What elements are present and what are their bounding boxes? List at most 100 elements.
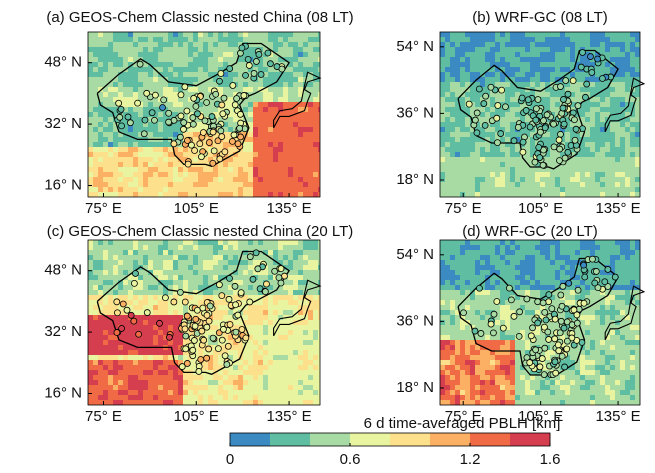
map-cell (475, 182, 480, 187)
map-cell (273, 310, 278, 315)
map-cell (460, 127, 465, 132)
map-cell (455, 350, 460, 355)
map-cell (263, 270, 268, 275)
map-cell (178, 280, 183, 285)
map-cell (218, 390, 223, 395)
map-cell (208, 250, 213, 255)
map-cell (575, 92, 580, 97)
map-cell (193, 270, 198, 275)
map-cell (565, 62, 570, 67)
map-cell (440, 67, 445, 72)
map-cell (153, 127, 158, 132)
map-cell (108, 32, 113, 37)
map-cell (218, 360, 223, 365)
map-cell (103, 177, 108, 182)
map-cell (263, 325, 268, 330)
map-cell (253, 87, 258, 92)
map-cell (600, 47, 605, 52)
map-cell (303, 245, 308, 250)
map-cell (455, 240, 460, 245)
map-cell (610, 132, 615, 137)
map-cell (625, 172, 630, 177)
map-cell (545, 187, 550, 192)
map-cell (178, 152, 183, 157)
map-cell (88, 42, 93, 47)
map-cell (545, 47, 550, 52)
map-cell (445, 62, 450, 67)
map-cell (620, 62, 625, 67)
map-cell (113, 147, 118, 152)
map-cell (585, 87, 590, 92)
map-cell (153, 147, 158, 152)
map-cell (123, 77, 128, 82)
map-cell (263, 37, 268, 42)
map-cell (228, 265, 233, 270)
map-cell (610, 137, 615, 142)
map-cell (510, 117, 515, 122)
map-cell (223, 260, 228, 265)
map-cell (178, 192, 183, 197)
map-cell (168, 62, 173, 67)
map-cell (233, 380, 238, 385)
map-cell (535, 77, 540, 82)
map-cell (148, 157, 153, 162)
map-cell (455, 325, 460, 330)
map-cell (188, 295, 193, 300)
map-cell (455, 122, 460, 127)
map-cell (490, 47, 495, 52)
map-cell (283, 37, 288, 42)
map-cell (153, 42, 158, 47)
map-cell (555, 37, 560, 42)
map-cell (238, 192, 243, 197)
map-cell (580, 182, 585, 187)
map-cell (198, 250, 203, 255)
map-cell (495, 167, 500, 172)
map-cell (455, 355, 460, 360)
map-cell (303, 355, 308, 360)
map-cell (550, 177, 555, 182)
map-cell (278, 375, 283, 380)
map-cell (103, 300, 108, 305)
map-cell (93, 142, 98, 147)
map-cell (293, 390, 298, 395)
map-cell (133, 162, 138, 167)
map-cell (223, 245, 228, 250)
station (232, 283, 238, 289)
map-cell (268, 177, 273, 182)
map-cell (308, 240, 313, 245)
map-cell (625, 177, 630, 182)
map-cell (515, 67, 520, 72)
y-tick-label: 32° N (44, 115, 82, 132)
map-cell (298, 67, 303, 72)
map-cell (580, 162, 585, 167)
map-cell (88, 152, 93, 157)
map-cell (208, 47, 213, 52)
map-cell (183, 240, 188, 245)
station (520, 149, 526, 155)
map-cell (118, 62, 123, 67)
map-cell (123, 162, 128, 167)
map-cell (545, 42, 550, 47)
map-cell (163, 370, 168, 375)
map-cell (178, 310, 183, 315)
map-cell (183, 52, 188, 57)
map-cell (268, 77, 273, 82)
map-cell (510, 52, 515, 57)
map-cell (308, 290, 313, 295)
map-cell (238, 172, 243, 177)
map-cell (303, 335, 308, 340)
map-cell (625, 42, 630, 47)
map-cell (133, 380, 138, 385)
map-cell (258, 32, 263, 37)
map-cell (293, 32, 298, 37)
map-cell (163, 172, 168, 177)
map-cell (500, 162, 505, 167)
map-cell (298, 355, 303, 360)
map-cell (158, 250, 163, 255)
map-cell (600, 177, 605, 182)
map-cell (530, 57, 535, 62)
map-cell (148, 280, 153, 285)
map-cell (565, 57, 570, 62)
map-cell (183, 77, 188, 82)
station (237, 111, 243, 117)
